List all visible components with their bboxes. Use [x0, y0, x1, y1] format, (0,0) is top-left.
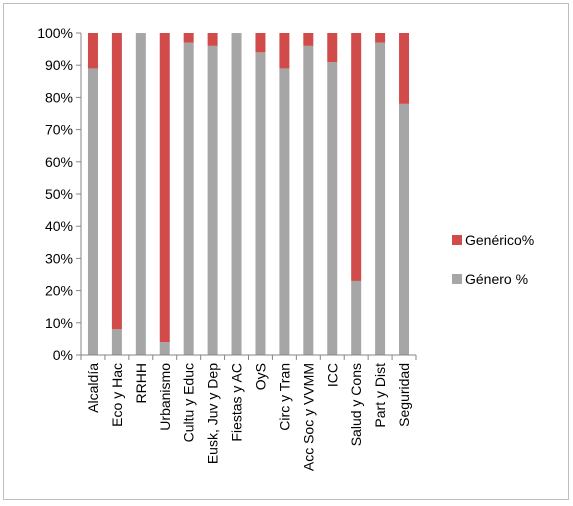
bar-generico	[279, 33, 290, 69]
bar-generico	[375, 33, 386, 43]
bar-genero	[231, 33, 242, 355]
x-tick-label: Cultu y Educ	[181, 363, 197, 442]
bar-generico	[303, 33, 314, 46]
bar-genero	[159, 342, 170, 355]
x-tick-label: Fiestas y AC	[229, 363, 245, 442]
y-tick-label: 70%	[45, 122, 73, 138]
y-tick-label: 80%	[45, 89, 73, 105]
y-tick-label: 0%	[53, 347, 73, 363]
x-tick-label: Salud y Cons	[348, 363, 364, 446]
y-axis: 0% 10% 20% 30% 40% 50% 60% 70% 80% 90% 100%	[37, 25, 82, 363]
x-tick-label: Part y Dist	[372, 363, 388, 428]
x-tick-label: OyS	[252, 363, 268, 390]
y-tick-label: 40%	[45, 218, 73, 234]
y-tick-label: 50%	[45, 186, 73, 202]
y-tick-label: 10%	[45, 315, 73, 331]
y-tick-label: 100%	[37, 25, 73, 41]
x-tick-label: Alcaldía	[85, 363, 101, 413]
bar-generico	[255, 33, 266, 53]
stacked-bar-chart: 0% 10% 20% 30% 40% 50% 60% 70% 80% 90% 100% Alcald…	[37, 25, 534, 471]
bar-genero	[135, 33, 146, 355]
x-tick-label: Eco y Hac	[109, 363, 125, 427]
bar-genero	[207, 45, 218, 355]
y-tick-label: 20%	[45, 283, 73, 299]
bar-genero	[255, 52, 266, 355]
bar-generico	[351, 33, 362, 281]
x-tick-label: Eusk, Juv y Dep	[205, 363, 221, 464]
bar-genero	[303, 45, 314, 355]
x-axis: Alcaldía Eco y Hac RRHH Urbanismo Cultu y Ed…	[80, 354, 417, 471]
legend: Genérico% Género %	[452, 232, 534, 287]
bar-genero	[351, 280, 362, 355]
bar-generico	[159, 33, 170, 343]
bar-generico	[399, 33, 410, 104]
bar-genero	[279, 68, 290, 356]
bar-genero	[327, 61, 338, 355]
bars	[87, 33, 410, 356]
y-tick-label: 60%	[45, 154, 73, 170]
bar-genero	[111, 329, 122, 355]
y-tick-label: 90%	[45, 57, 73, 73]
x-tick-label: Acc Soc y VVMM	[300, 363, 316, 471]
x-tick-label: Seguridad	[396, 363, 412, 427]
legend-genero-label: Género %	[465, 271, 528, 287]
legend-generico-swatch	[452, 235, 462, 245]
bar-generico	[207, 33, 218, 46]
x-tick-label: Urbanismo	[157, 363, 173, 431]
x-tick-label: Circ y Tran	[276, 363, 292, 431]
bar-generico	[327, 33, 338, 62]
legend-genero-swatch	[452, 274, 462, 284]
bar-genero	[375, 42, 386, 355]
bar-genero	[87, 68, 98, 356]
bar-generico	[87, 33, 98, 69]
chart-frame: 0% 10% 20% 30% 40% 50% 60% 70% 80% 90% 100% Alcald…	[3, 3, 569, 500]
y-tick-label: 30%	[45, 250, 73, 266]
x-tick-label: ICC	[324, 363, 340, 387]
x-tick-label: RRHH	[133, 363, 149, 403]
bar-generico	[183, 33, 194, 43]
bar-genero	[183, 42, 194, 355]
bar-genero	[399, 103, 410, 355]
bar-generico	[111, 33, 122, 330]
legend-generico-label: Genérico%	[465, 232, 534, 248]
